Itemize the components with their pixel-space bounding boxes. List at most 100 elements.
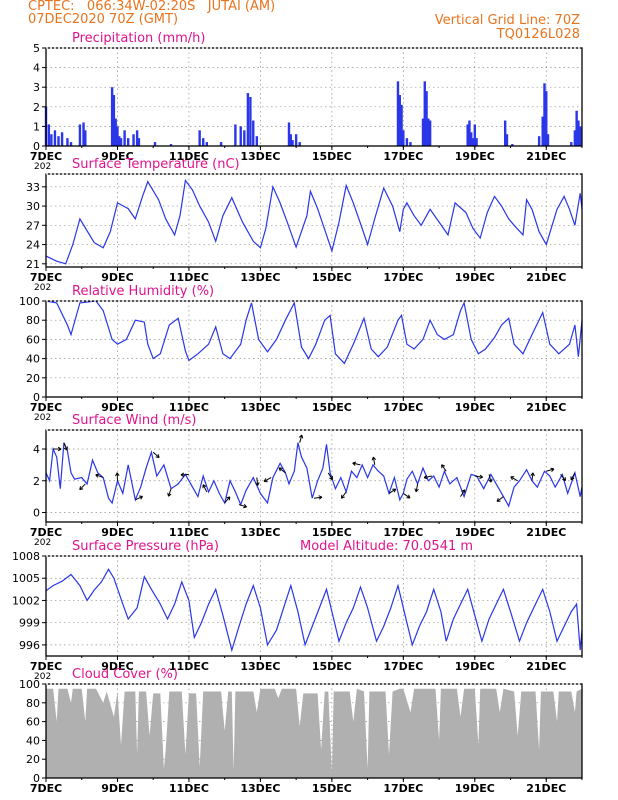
precip-bar (470, 132, 473, 146)
wind-arrow-head (95, 473, 100, 478)
x-tick-label: 19DEC (455, 150, 495, 163)
y-tick-label: 60 (26, 716, 40, 729)
plot-frame (45, 173, 583, 268)
precip-bar (202, 138, 205, 146)
wind-arrow (135, 495, 143, 501)
wind-arrow (531, 472, 534, 481)
precip-bar (137, 138, 141, 146)
x-tick-label: 7DEC (30, 660, 62, 673)
year-label: 202 (34, 538, 51, 548)
precip-bar (425, 91, 428, 146)
precip-bar (252, 120, 255, 146)
precip-bar (112, 95, 116, 146)
precip-bar (428, 120, 432, 146)
panel-4: 0 2 4 7DEC 9DEC 11DEC 13DEC 15DEC 17DEC 19DEC 21DE… (30, 413, 583, 548)
y-tick-label: 30 (26, 200, 40, 213)
wind-arrow-head (510, 476, 515, 481)
wind-arrow (299, 434, 303, 443)
precip-bar (471, 138, 475, 146)
wind-arrow (202, 484, 208, 493)
wind-arrow-head (139, 495, 143, 500)
precip-bar (421, 118, 425, 146)
precip-bar (402, 130, 405, 146)
precip-bar (249, 97, 252, 146)
y-tick-label: 2 (33, 101, 40, 114)
y-tick-label: 999 (19, 617, 40, 630)
precip-bar (234, 124, 237, 146)
precip-bar (205, 142, 208, 146)
precip-bar (287, 122, 291, 146)
y-tick-label: 24 (26, 239, 40, 252)
station-label: CPTEC: 066:34W-02:20S JUTAI (AM) (28, 0, 276, 14)
precip-bar (294, 134, 298, 146)
y-tick-label: 3 (33, 81, 40, 94)
x-tick-label: 15DEC (312, 526, 352, 539)
x-tick-label: 7DEC (30, 150, 62, 163)
x-tick-label: 21DEC (526, 401, 566, 414)
cloud-cover-area (46, 688, 582, 778)
wind-arrow (313, 496, 322, 499)
panel-5: 996 999 1002 1005 1008 7DEC 9DEC 11DEC 13DEC 15DE… (12, 539, 583, 682)
precip-bar (577, 120, 580, 146)
y-tick-label: 100 (19, 295, 40, 308)
precip-bar (132, 134, 135, 146)
x-tick-label: 7DEC (30, 782, 62, 795)
panel-title: Relative Humidity (%) (72, 284, 214, 299)
panel-title: Surface Temperature (nC) (72, 157, 240, 172)
y-tick-label: 20 (26, 372, 40, 385)
x-tick-label: 7DEC (30, 401, 62, 414)
precip-bar (575, 110, 578, 146)
x-tick-label: 19DEC (455, 782, 495, 795)
precip-bar (545, 91, 548, 146)
year-label: 202 (34, 413, 51, 423)
x-tick-label: 9DEC (101, 660, 133, 673)
precip-bar (298, 142, 301, 146)
precip-bar (427, 118, 430, 146)
wind-arrow-head (298, 434, 304, 439)
wind-arrow (256, 477, 259, 486)
wind-arrow-head (202, 484, 207, 489)
precip-bar (60, 132, 64, 146)
y-tick-label: 1005 (12, 572, 40, 585)
precip-bar (69, 142, 73, 146)
x-tick-label: 19DEC (455, 660, 495, 673)
precip-bar (570, 142, 573, 146)
x-tick-label: 17DEC (383, 526, 423, 539)
precip-bar (243, 130, 246, 146)
y-tick-label: 4 (33, 62, 40, 75)
x-tick-label: 15DEC (312, 782, 352, 795)
precip-bar (505, 134, 509, 146)
wind-arrow (510, 476, 518, 482)
wind-arrow (238, 504, 247, 508)
wind-arrow (95, 474, 104, 479)
run-code-label: TQ0126L028 (496, 27, 580, 42)
header: CPTEC: 066:34W-02:20S JUTAI (AM) 07DEC20… (0, 0, 618, 42)
wind-arrow (278, 467, 286, 474)
precip-bar (398, 95, 401, 146)
wind-arrow (388, 488, 397, 494)
wind-arrow-head (226, 496, 231, 501)
wind-arrow-head (255, 482, 260, 486)
x-tick-label: 15DEC (312, 150, 352, 163)
wind-arrow (352, 462, 361, 466)
plot-frame (45, 47, 583, 147)
y-tick-label: 0 (33, 772, 40, 785)
wind-arrow (488, 474, 492, 483)
wind-arrow-head (155, 454, 160, 459)
y-tick-label: 80 (26, 314, 40, 327)
date-label: 07DEC2020 70Z (GMT) (28, 12, 179, 27)
precip-bar (198, 130, 201, 146)
y-tick-label: 33 (26, 181, 40, 194)
precip-bar (423, 81, 426, 146)
y-tick-label: 4 (33, 443, 40, 456)
wind-arrow (167, 488, 172, 497)
wind-arrow (341, 491, 347, 499)
precip-bar (466, 124, 469, 146)
precip-bar (475, 138, 478, 146)
y-tick-label: 1002 (12, 594, 40, 607)
x-tick-label: 17DEC (383, 150, 423, 163)
year-label: 202 (34, 283, 51, 293)
x-tick-label: 9DEC (101, 401, 133, 414)
precip-bar (468, 120, 471, 146)
